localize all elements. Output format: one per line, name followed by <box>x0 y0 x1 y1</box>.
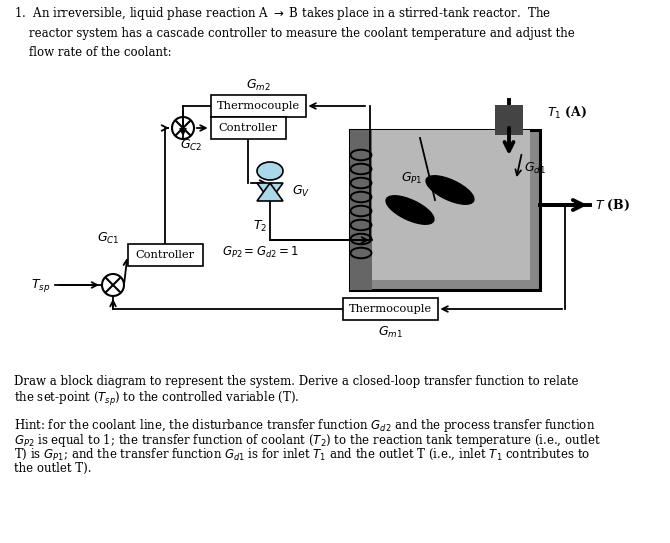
Text: $G_{P2}$ is equal to 1; the transfer function of coolant ($T_2$) to the reaction: $G_{P2}$ is equal to 1; the transfer fun… <box>14 432 601 449</box>
Text: $G_{C2}$: $G_{C2}$ <box>180 137 202 153</box>
Text: $G_{P1}$: $G_{P1}$ <box>401 171 423 186</box>
Bar <box>372 130 530 280</box>
Text: Controller: Controller <box>135 250 194 260</box>
Text: the outlet T).: the outlet T). <box>14 462 92 475</box>
Polygon shape <box>257 183 283 201</box>
Ellipse shape <box>257 162 283 180</box>
Text: Draw a block diagram to represent the system. Derive a closed-loop transfer func: Draw a block diagram to represent the sy… <box>14 375 578 388</box>
Text: Controller: Controller <box>218 123 277 133</box>
Ellipse shape <box>386 196 434 224</box>
Text: Thermocouple: Thermocouple <box>348 304 431 314</box>
Ellipse shape <box>426 176 474 204</box>
Bar <box>495 105 523 135</box>
Text: $T$ (B): $T$ (B) <box>595 198 630 212</box>
Polygon shape <box>257 183 283 201</box>
Text: Hint: for the coolant line, the disturbance transfer function $G_{d2}$ and the p: Hint: for the coolant line, the disturba… <box>14 417 595 434</box>
Text: $T_2$: $T_2$ <box>253 218 267 233</box>
Text: $T_1$ (A): $T_1$ (A) <box>547 104 588 119</box>
Bar <box>342 298 438 320</box>
Bar <box>350 130 540 290</box>
Text: $G_{m1}$: $G_{m1}$ <box>377 325 403 339</box>
Bar <box>210 117 285 139</box>
Text: T) is $G_{P1}$; and the transfer function $G_{d1}$ is for inlet $T_1$ and the ou: T) is $G_{P1}$; and the transfer functio… <box>14 447 590 463</box>
Text: $G_{P2}=G_{d2}=1$: $G_{P2}=G_{d2}=1$ <box>222 244 298 260</box>
Text: $G_V$: $G_V$ <box>292 184 310 199</box>
Bar <box>350 130 372 290</box>
Text: $T_{sp}$: $T_{sp}$ <box>31 276 50 294</box>
Text: $G_{C1}$: $G_{C1}$ <box>97 230 119 245</box>
Text: $G_{m2}$: $G_{m2}$ <box>246 78 271 92</box>
Text: the set-point ($T_{sp}$) to the controlled variable (T).: the set-point ($T_{sp}$) to the controll… <box>14 390 299 408</box>
Bar <box>127 244 202 266</box>
Text: $G_{d1}$: $G_{d1}$ <box>524 160 546 175</box>
Text: 1.  An irreversible, liquid phase reaction A $\rightarrow$ B takes place in a st: 1. An irreversible, liquid phase reactio… <box>14 5 575 59</box>
Bar <box>210 95 306 117</box>
Text: Thermocouple: Thermocouple <box>216 101 299 111</box>
